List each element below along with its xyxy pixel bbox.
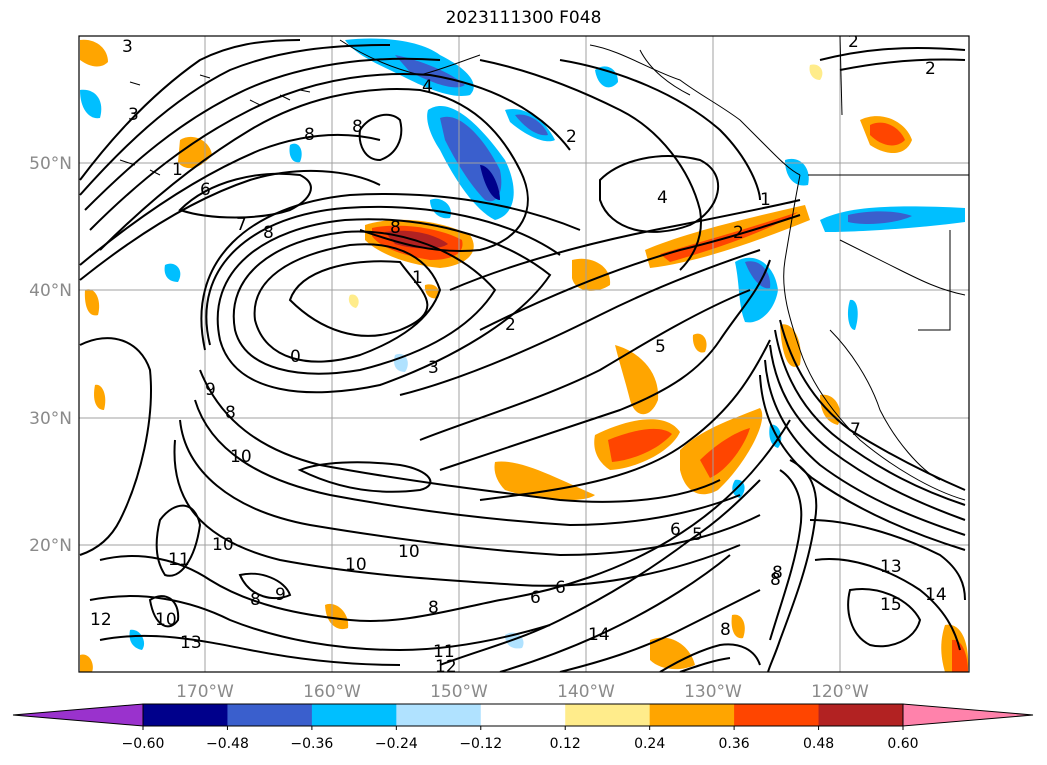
contour-label: 3 <box>128 105 139 125</box>
colorbar-tick-label: 0.24 <box>634 736 665 752</box>
contour-label: 10 <box>155 610 177 630</box>
contour-label: 6 <box>530 588 541 608</box>
plot-area <box>79 36 969 672</box>
contour-label: 8 <box>250 590 261 610</box>
shaded-fields <box>80 38 969 672</box>
contour-label: 3 <box>428 358 439 378</box>
contour-label: 10 <box>398 542 420 562</box>
contour-label: 5 <box>692 525 703 545</box>
contour-label: 1 <box>760 190 771 210</box>
contour-label: 15 <box>880 595 902 615</box>
contour-label: 13 <box>880 557 902 577</box>
contour-label: 10 <box>230 447 252 467</box>
contour-label: 13 <box>180 633 202 653</box>
colorbar-box <box>480 704 566 726</box>
contour-label: 2 <box>848 32 859 52</box>
contour-label: 8 <box>352 117 363 137</box>
contour-label: 9 <box>275 585 286 605</box>
colorbar-tick-label: −0.12 <box>459 736 502 752</box>
colorbar-box <box>143 704 228 726</box>
colorbar-box <box>818 704 904 726</box>
colorbar-tick-label: −0.24 <box>375 736 418 752</box>
contour-label: 9 <box>205 380 216 400</box>
contour-label: 10 <box>345 555 367 575</box>
contour-label: 4 <box>422 77 433 97</box>
contour-label: 6 <box>200 180 211 200</box>
lat-axis: 50°N 40°N 30°N 20°N <box>29 154 72 556</box>
colorbar-box <box>734 704 820 726</box>
lon-label: 170°W <box>176 682 234 702</box>
plot-frame <box>78 35 970 673</box>
contour-label: 6 <box>555 578 566 598</box>
colorbar-tick-label: −0.36 <box>290 736 333 752</box>
lon-label: 130°W <box>684 682 742 702</box>
contour-label: 1 <box>172 160 183 180</box>
colorbar-tick-label: 0.12 <box>550 736 581 752</box>
colorbar-frame <box>142 703 904 727</box>
contour-label: 8 <box>390 218 401 238</box>
colorbar-tick-label: −0.60 <box>122 736 165 752</box>
contour-labels: 3 2 4 2 8 8 3 6 7 8 8 1 2 1 2 1 4 2 0 3 … <box>90 32 947 677</box>
contour-label: 8 <box>720 620 731 640</box>
contour-label: 8 <box>225 403 236 423</box>
contour-label: 7 <box>236 215 247 235</box>
colorbar-box <box>565 704 651 726</box>
lat-label: 50°N <box>29 154 72 174</box>
contour-label: 0 <box>290 347 301 367</box>
contour-label: 7 <box>850 420 861 440</box>
lat-label: 30°N <box>29 409 72 429</box>
lat-label: 20°N <box>29 536 72 556</box>
contour-label: 4 <box>657 188 668 208</box>
lon-label: 120°W <box>811 682 869 702</box>
contour-lines <box>79 39 966 672</box>
map-title: 2023111300 F048 <box>445 8 602 28</box>
contour-label: 8 <box>263 223 274 243</box>
contour-label: 2 <box>925 59 936 79</box>
contour-label: 14 <box>925 585 947 605</box>
contour-label: 2 <box>733 223 744 243</box>
contour-label: 8 <box>304 125 315 145</box>
colorbar-box <box>311 704 397 726</box>
colorbar-extend-high <box>903 704 1033 726</box>
colorbar-box <box>396 704 482 726</box>
lat-label: 40°N <box>29 281 72 301</box>
contour-label: 1 <box>412 268 423 288</box>
lon-label: 150°W <box>430 682 488 702</box>
lon-axis: 170°W 160°W 150°W 140°W 130°W 120°W <box>176 682 869 702</box>
colorbar-tick-label: 0.48 <box>803 736 834 752</box>
contour-label: 11 <box>433 642 455 662</box>
colorbar-tick-label: −0.48 <box>206 736 249 752</box>
contour-label: 3 <box>122 37 133 57</box>
colorbar-boxes <box>13 704 1033 726</box>
contour-label: 5 <box>655 337 666 357</box>
colorbar-ticks: −0.60 −0.48 −0.36 −0.24 −0.12 0.12 0.24 0.36 0.4… <box>122 726 919 752</box>
contour-label: 2 <box>505 315 516 335</box>
contour-label: 12 <box>90 610 112 630</box>
lon-label: 140°W <box>557 682 615 702</box>
contour-label: 8 <box>772 563 783 583</box>
colorbar-box <box>649 704 735 726</box>
contour-label: 6 <box>670 520 681 540</box>
contour-label: 10 <box>212 535 234 555</box>
contour-label: 14 <box>588 625 610 645</box>
colorbar-tick-label: 0.60 <box>887 736 918 752</box>
grid-lines <box>79 36 969 672</box>
colorbar-extend-low <box>13 704 143 726</box>
contour-label: 8 <box>770 570 781 590</box>
contour-label: 11 <box>168 550 190 570</box>
contour-label: 8 <box>428 598 439 618</box>
colorbar-box <box>227 704 313 726</box>
colorbar: −0.60 −0.48 −0.36 −0.24 −0.12 0.12 0.24 0.36 0.4… <box>12 703 1034 752</box>
colorbar-tick-label: 0.36 <box>719 736 750 752</box>
contour-label: 2 <box>566 127 577 147</box>
contour-label: 12 <box>435 657 457 677</box>
lon-label: 160°W <box>303 682 361 702</box>
